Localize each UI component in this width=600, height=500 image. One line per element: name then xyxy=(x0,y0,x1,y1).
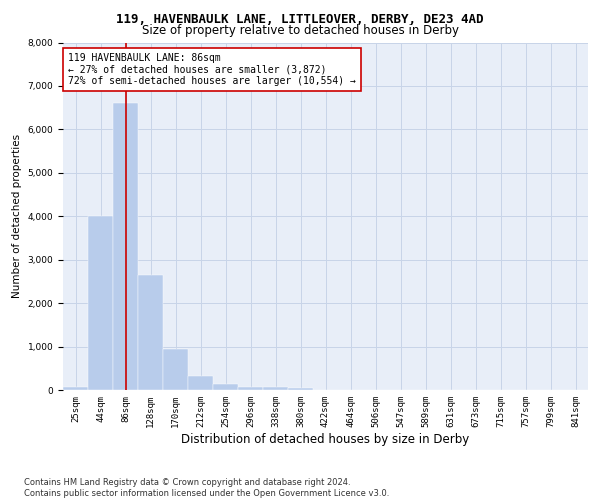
Bar xyxy=(188,376,213,390)
Text: Size of property relative to detached houses in Derby: Size of property relative to detached ho… xyxy=(142,24,458,37)
Bar xyxy=(88,216,113,390)
Bar xyxy=(113,104,138,390)
Text: 119 HAVENBAULK LANE: 86sqm
← 27% of detached houses are smaller (3,872)
72% of s: 119 HAVENBAULK LANE: 86sqm ← 27% of deta… xyxy=(68,53,356,86)
Y-axis label: Number of detached properties: Number of detached properties xyxy=(12,134,22,298)
Bar xyxy=(213,384,238,390)
Bar xyxy=(288,388,313,390)
Text: 119, HAVENBAULK LANE, LITTLEOVER, DERBY, DE23 4AD: 119, HAVENBAULK LANE, LITTLEOVER, DERBY,… xyxy=(116,13,484,26)
X-axis label: Distribution of detached houses by size in Derby: Distribution of detached houses by size … xyxy=(181,432,470,446)
Bar xyxy=(163,348,188,390)
Bar xyxy=(63,386,88,390)
Bar xyxy=(238,386,263,390)
Text: Contains HM Land Registry data © Crown copyright and database right 2024.
Contai: Contains HM Land Registry data © Crown c… xyxy=(24,478,389,498)
Bar xyxy=(138,275,163,390)
Bar xyxy=(263,387,288,390)
